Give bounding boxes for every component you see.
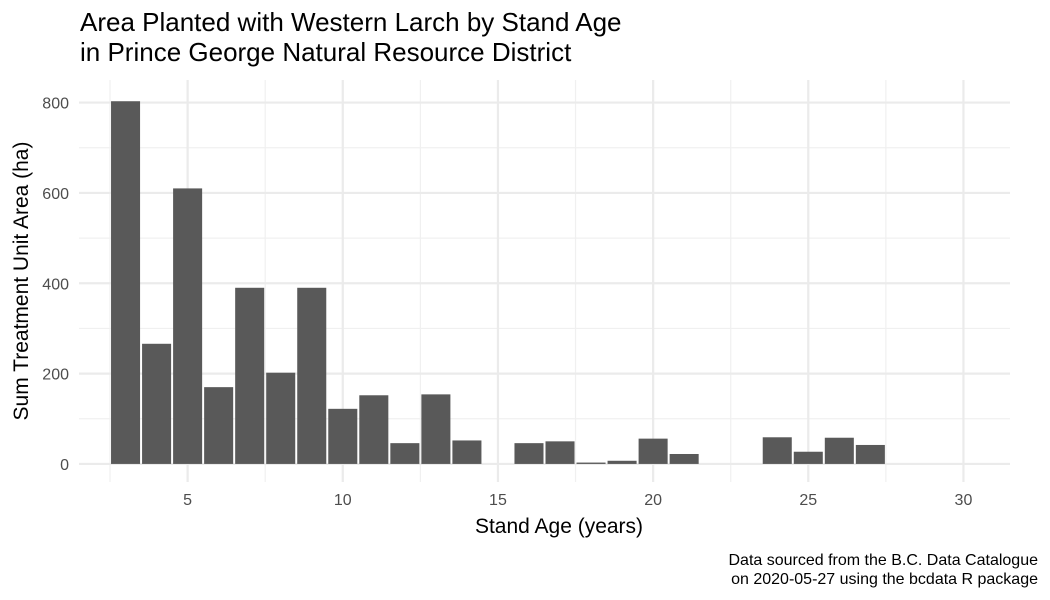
bar-age-13 [421, 394, 451, 464]
x-tick-label: 10 [334, 492, 352, 509]
bar-age-17 [545, 441, 575, 464]
bar-age-18 [576, 462, 606, 464]
bar-age-14 [452, 440, 482, 464]
x-tick-label: 15 [489, 492, 507, 509]
caption-line-1: Data sourced from the B.C. Data Catalogu… [729, 552, 1039, 569]
x-tick-label: 20 [644, 492, 662, 509]
bar-age-10 [328, 408, 358, 464]
caption-line-2: on 2020-05-27 using the bcdata R package [731, 571, 1038, 588]
bar-age-3 [111, 101, 141, 464]
y-tick-label: 0 [60, 457, 69, 474]
y-tick-label: 200 [42, 367, 69, 384]
bar-age-5 [173, 188, 203, 464]
bar-age-20 [638, 438, 668, 464]
chart-title-line-2: in Prince George Natural Resource Distri… [80, 37, 572, 67]
y-tick-label: 600 [42, 186, 69, 203]
bar-age-11 [359, 395, 389, 464]
x-tick-label: 25 [799, 492, 817, 509]
x-tick-label: 5 [183, 492, 192, 509]
bars [111, 101, 885, 464]
grid-lines [79, 80, 1010, 482]
x-tick-label: 30 [955, 492, 973, 509]
y-axis-label: Sum Treatment Unit Area (ha) [10, 142, 33, 421]
bar-age-27 [855, 444, 885, 464]
x-axis-ticks: 5 10 15 20 25 30 [183, 492, 972, 509]
bar-age-7 [235, 287, 265, 464]
bar-age-6 [204, 387, 234, 464]
bar-age-16 [514, 443, 544, 464]
x-axis-label: Stand Age (years) [475, 515, 643, 538]
bar-age-24 [762, 437, 792, 464]
y-tick-label: 400 [42, 276, 69, 293]
bar-age-19 [607, 460, 637, 464]
y-axis-ticks: 0 200 400 600 800 [42, 96, 69, 474]
bar-age-8 [266, 372, 296, 464]
bar-age-12 [390, 443, 420, 464]
y-tick-label: 800 [42, 96, 69, 113]
bar-age-9 [297, 287, 327, 464]
bar-age-21 [669, 453, 699, 464]
bar-age-25 [793, 451, 823, 464]
bar-age-4 [142, 343, 172, 464]
bar-age-26 [824, 437, 854, 464]
chart-title-line-1: Area Planted with Western Larch by Stand… [80, 7, 622, 37]
